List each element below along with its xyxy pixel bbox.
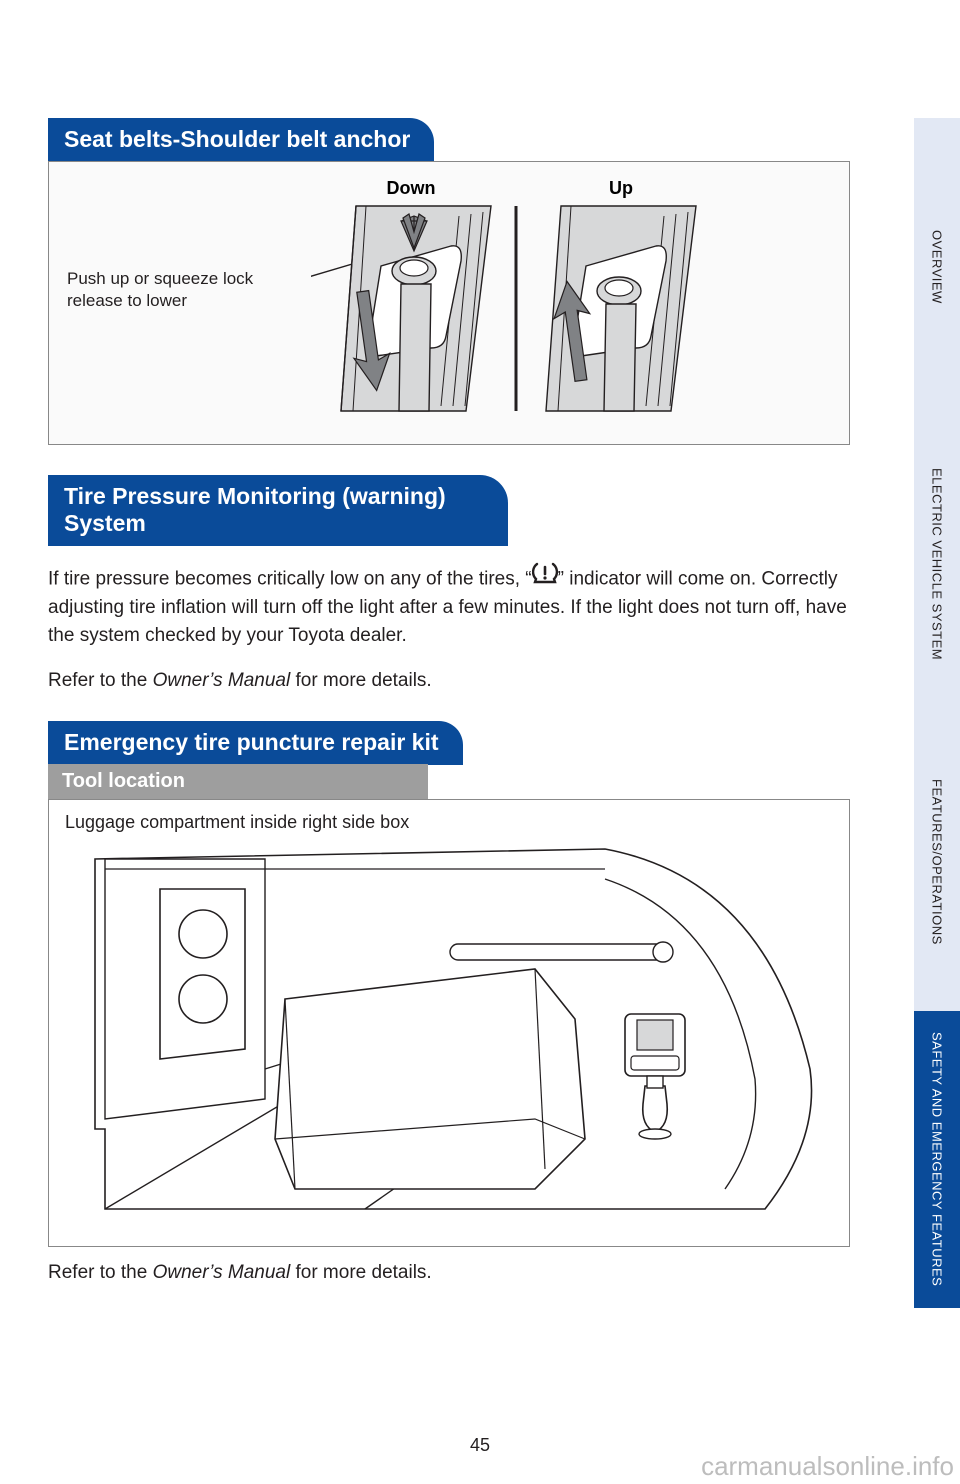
subhead-tool-location: Tool location [48, 764, 428, 799]
tpms-text-a: If tire pressure becomes critically low … [48, 568, 532, 589]
tpms-warning-icon [532, 562, 558, 593]
section-repair-kit: Emergency tire puncture repair kit Tool … [48, 721, 850, 1286]
tpms-refer: Refer to the Owner’s Manual for more det… [48, 667, 850, 695]
luggage-diagram [65, 839, 835, 1229]
instruction-label: Push up or squeeze lock release to lower [67, 176, 291, 312]
heading-repair-kit: Emergency tire puncture repair kit [48, 721, 463, 765]
seat-belt-diagram: Down Up [311, 176, 831, 431]
refer-italic-2: Owner’s Manual [153, 1262, 291, 1283]
heading-tpms: Tire Pressure Monitoring (warning) Syste… [48, 475, 508, 546]
refer-italic: Owner’s Manual [153, 670, 291, 691]
manual-page: Seat belts-Shoulder belt anchor Push up … [0, 0, 850, 1286]
tool-location-caption: Luggage compartment inside right side bo… [65, 812, 833, 833]
heading-tpms-text: Tire Pressure Monitoring (warning) Syste… [64, 483, 446, 537]
section-tpms: Tire Pressure Monitoring (warning) Syste… [48, 475, 850, 695]
tab-safety-emergency[interactable]: SAFETY AND EMERGENCY FEATURES [914, 1011, 960, 1309]
refer-suffix: for more details. [290, 670, 432, 691]
side-tabs: OVERVIEW ELECTRIC VEHICLE SYSTEM FEATURE… [914, 118, 960, 1308]
tpms-paragraph: If tire pressure becomes critically low … [48, 564, 850, 650]
figure-tool-location: Luggage compartment inside right side bo… [48, 799, 850, 1247]
watermark-text: carmanualsonline.info [701, 1451, 954, 1482]
repair-refer: Refer to the Owner’s Manual for more det… [48, 1259, 850, 1287]
tab-overview[interactable]: OVERVIEW [914, 118, 960, 416]
down-label: Down [387, 178, 436, 198]
refer-prefix-2: Refer to the [48, 1262, 153, 1283]
up-label: Up [609, 178, 633, 198]
figure-seat-belt-anchor: Push up or squeeze lock release to lower… [48, 161, 850, 445]
refer-prefix: Refer to the [48, 670, 153, 691]
heading-seat-belts: Seat belts-Shoulder belt anchor [48, 118, 434, 162]
refer-suffix-2: for more details. [290, 1262, 432, 1283]
tab-electric-vehicle[interactable]: ELECTRIC VEHICLE SYSTEM [914, 416, 960, 714]
instruction-text: Push up or squeeze lock release to lower [67, 269, 253, 310]
section-seat-belts: Seat belts-Shoulder belt anchor Push up … [48, 118, 850, 445]
tab-features-operations[interactable]: FEATURES/OPERATIONS [914, 713, 960, 1011]
